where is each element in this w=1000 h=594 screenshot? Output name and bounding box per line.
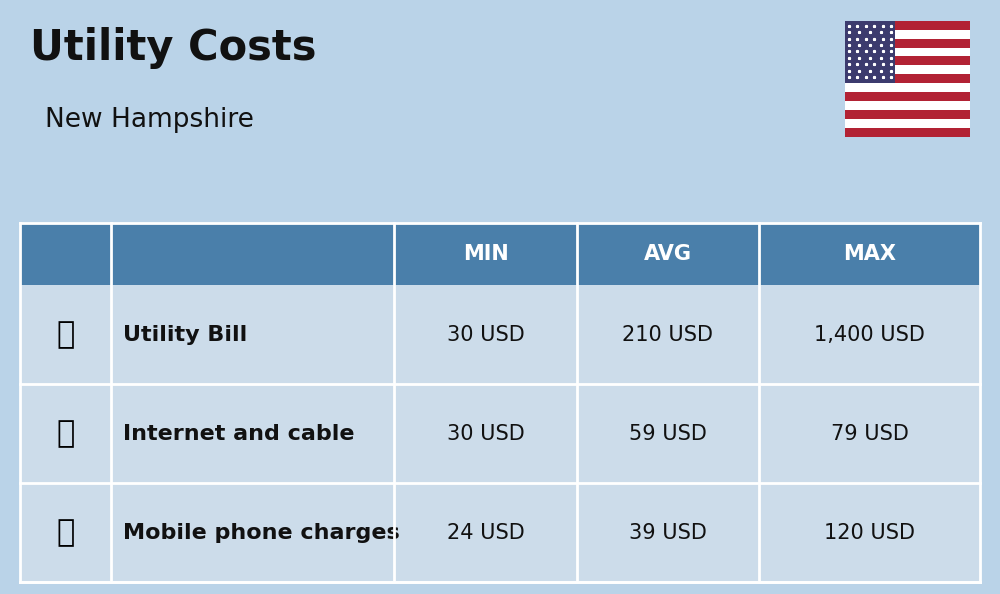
Text: 1,400 USD: 1,400 USD (814, 324, 925, 345)
Text: 30 USD: 30 USD (447, 324, 524, 345)
Text: 30 USD: 30 USD (447, 424, 524, 444)
Bar (845, 65, 970, 74)
Text: 🔧: 🔧 (56, 320, 75, 349)
Bar (845, 83, 970, 92)
Bar (845, 110, 970, 119)
Text: New Hampshire: New Hampshire (45, 107, 254, 133)
Bar (20, 384, 980, 483)
Bar (20, 285, 980, 384)
Text: 59 USD: 59 USD (629, 424, 707, 444)
Text: MIN: MIN (463, 244, 508, 264)
Bar (845, 56, 970, 65)
Text: 24 USD: 24 USD (447, 523, 524, 543)
Text: MAX: MAX (843, 244, 896, 264)
Bar (20, 483, 980, 582)
Text: 210 USD: 210 USD (622, 324, 713, 345)
Bar (845, 39, 970, 48)
Text: 120 USD: 120 USD (824, 523, 915, 543)
Text: Internet and cable: Internet and cable (123, 424, 355, 444)
Bar (845, 74, 970, 83)
Bar (845, 48, 970, 56)
Bar (845, 30, 970, 39)
Text: Utility Bill: Utility Bill (123, 324, 247, 345)
Bar (845, 92, 970, 101)
Text: 📱: 📱 (56, 518, 75, 547)
Bar (845, 101, 970, 110)
Text: AVG: AVG (644, 244, 692, 264)
Text: 79 USD: 79 USD (831, 424, 909, 444)
Bar (845, 21, 970, 137)
Bar (845, 119, 970, 128)
Bar (845, 21, 970, 30)
Text: Utility Costs: Utility Costs (30, 27, 316, 69)
Text: 39 USD: 39 USD (629, 523, 707, 543)
Text: 📡: 📡 (56, 419, 75, 448)
Bar (845, 128, 970, 137)
Bar (845, 21, 895, 83)
Bar (20, 223, 980, 285)
Text: Mobile phone charges: Mobile phone charges (123, 523, 400, 543)
